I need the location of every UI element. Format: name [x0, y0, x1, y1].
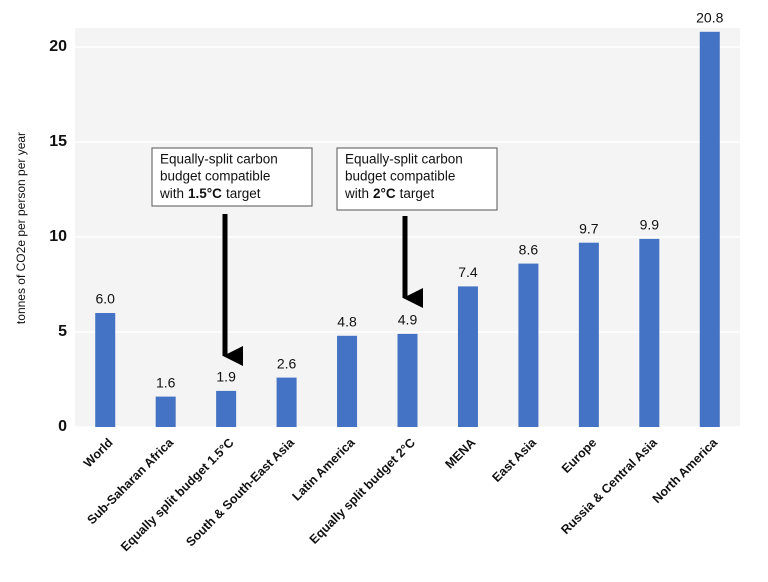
x-tick-label: East Asia — [489, 435, 539, 485]
value-label: 2.6 — [277, 355, 297, 371]
annotation-text: target — [400, 186, 435, 201]
value-label: 8.6 — [519, 241, 539, 257]
x-tick-label: World — [81, 436, 116, 471]
annotation-text: with — [344, 186, 369, 201]
bar — [155, 396, 176, 427]
x-tick-label: Europe — [559, 436, 599, 476]
y-tick-label: 15 — [49, 133, 67, 150]
bar — [518, 263, 539, 427]
annotation-text: with 1.5°C target — [159, 186, 261, 201]
annotation-text: with — [159, 186, 184, 201]
value-label: 6.0 — [95, 291, 115, 307]
bar — [699, 31, 720, 428]
annotation: Equally-split carbon budget compatible w… — [336, 147, 498, 308]
annotation: Equally-split carbon budget compatible w… — [151, 147, 313, 366]
bar — [337, 335, 358, 427]
y-tick-label: 20 — [49, 38, 67, 55]
annotation-box — [336, 147, 498, 211]
x-tick-label: Latin America — [289, 435, 358, 504]
annotation-text: with 2°C target — [344, 186, 434, 201]
x-tick-label: Equally split budget 1.5°C — [118, 436, 237, 555]
value-label: 7.4 — [458, 264, 478, 280]
value-label: 4.9 — [398, 312, 418, 328]
annotation-text: target — [226, 186, 261, 201]
x-tick-label: South & South-East Asia — [183, 435, 297, 549]
annotation-text: budget compatible — [345, 169, 455, 184]
annotation-text: Equally-split carbon — [160, 152, 278, 167]
value-label: 9.9 — [640, 217, 660, 233]
bar — [457, 286, 478, 427]
y-tick-label: 10 — [49, 228, 67, 245]
annotation-text: budget compatible — [160, 169, 270, 184]
annotation-box — [151, 147, 313, 207]
value-label: 1.6 — [156, 374, 176, 390]
bar — [397, 333, 418, 427]
bar — [578, 242, 599, 427]
x-tick-label: North America — [650, 435, 721, 506]
value-label: 20.8 — [696, 10, 723, 26]
bar — [639, 238, 660, 427]
annotation-text: Equally-split carbon — [345, 152, 463, 167]
y-tick-label: 0 — [58, 418, 67, 435]
value-label: 4.8 — [337, 314, 357, 330]
bar — [276, 377, 297, 427]
x-tick-label: Equally split budget 2°C — [307, 436, 418, 547]
y-tick-label: 5 — [58, 323, 67, 340]
value-label: 1.9 — [216, 369, 236, 385]
annotation-bold: 1.5°C — [188, 186, 222, 201]
bar — [216, 390, 237, 427]
value-label: 9.7 — [579, 220, 599, 236]
x-tick-label: MENA — [442, 436, 478, 472]
bar — [95, 313, 116, 427]
y-axis-label: tonnes of CO2e per person per year — [14, 132, 28, 324]
annotation-bold: 2°C — [373, 186, 396, 201]
